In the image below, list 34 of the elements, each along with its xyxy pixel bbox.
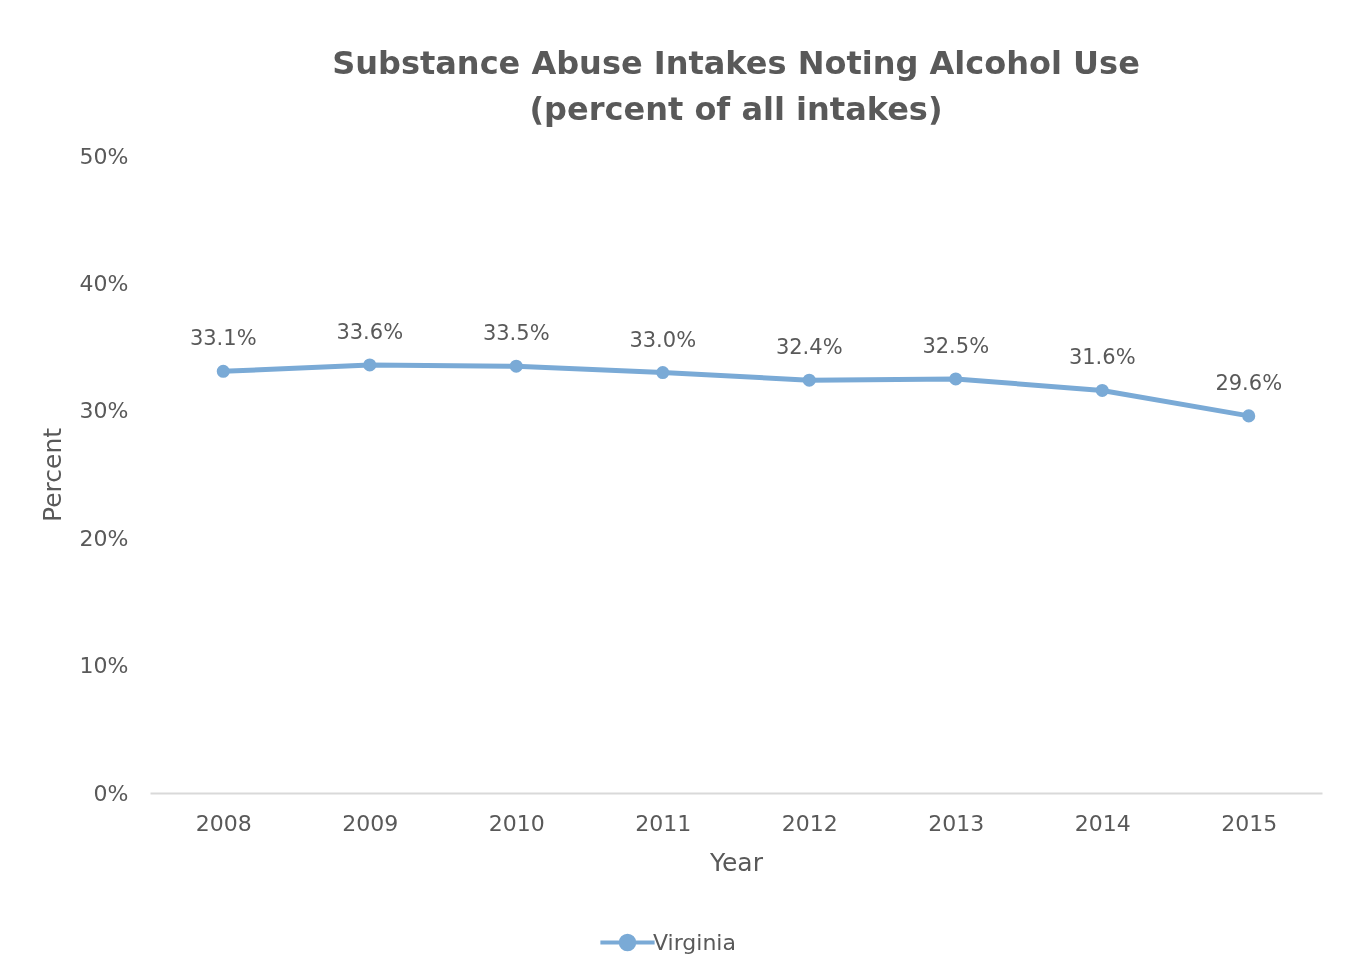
x-tick-label: 2013	[928, 810, 985, 836]
x-axis-title: Year	[709, 847, 764, 877]
chart-title: Substance Abuse Intakes Noting Alcohol Use (percent of all intakes)	[332, 44, 1140, 128]
point	[1242, 409, 1256, 423]
point	[1095, 383, 1109, 397]
point	[363, 358, 377, 372]
x-tick-label: 2015	[1221, 810, 1278, 836]
x-tick-label: 2014	[1074, 810, 1131, 836]
x-tick-label: 2011	[635, 810, 692, 836]
legend-label: Virginia	[653, 929, 736, 955]
x-tick-label: 2008	[195, 810, 252, 836]
data-label: 33.6%	[336, 319, 404, 344]
y-tick-label: 10%	[79, 653, 129, 679]
point	[216, 364, 230, 378]
point	[949, 372, 963, 386]
x-tick-label: 2010	[488, 810, 545, 836]
data-label: 29.6%	[1215, 370, 1283, 395]
y-tick-label: 20%	[79, 525, 129, 551]
data-label: 33.5%	[482, 321, 550, 346]
y-tick-label: 40%	[79, 270, 129, 296]
y-tick-label: 0%	[93, 780, 129, 806]
data-label: 33.0%	[629, 327, 697, 352]
x-tick-label: 2012	[781, 810, 838, 836]
point	[656, 366, 670, 380]
y-tick-label: 30%	[79, 398, 129, 424]
y-axis-title: Percent	[37, 427, 67, 523]
point	[802, 373, 816, 387]
y-tick-label: 50%	[79, 143, 129, 169]
point	[509, 359, 523, 373]
data-label: 32.5%	[922, 333, 990, 358]
x-tick-label: 2009	[342, 810, 399, 836]
data-label: 33.1%	[189, 326, 257, 351]
data-label: 32.4%	[775, 335, 843, 360]
data-label: 31.6%	[1068, 345, 1136, 370]
